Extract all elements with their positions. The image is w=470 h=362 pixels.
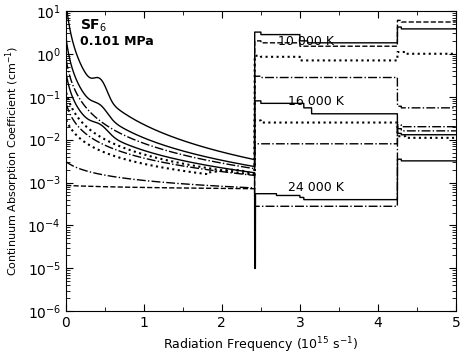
Text: 0.101 MPa: 0.101 MPa (80, 35, 154, 47)
Text: 10 000 K: 10 000 K (278, 34, 334, 47)
Y-axis label: Continuum Absorption Coefficient (cm$^{-1}$): Continuum Absorption Coefficient (cm$^{-… (3, 46, 22, 276)
Text: SF$_6$: SF$_6$ (80, 17, 107, 34)
Text: 16 000 K: 16 000 K (288, 95, 344, 108)
X-axis label: Radiation Frequency (10$^{15}$ s$^{-1}$): Radiation Frequency (10$^{15}$ s$^{-1}$) (163, 336, 359, 355)
Text: 24 000 K: 24 000 K (288, 181, 344, 194)
